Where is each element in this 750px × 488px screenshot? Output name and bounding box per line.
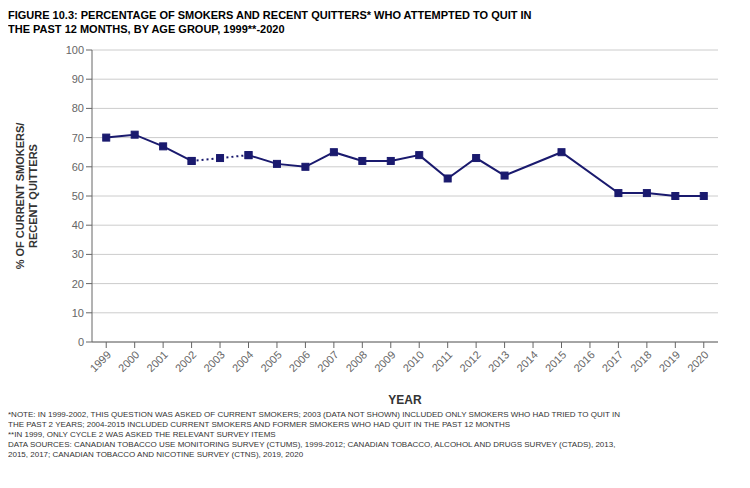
svg-text:2012: 2012 [457,348,483,374]
svg-text:80: 80 [72,102,84,114]
svg-text:2010: 2010 [400,348,426,374]
svg-text:2003: 2003 [201,348,227,374]
svg-text:2013: 2013 [486,348,512,374]
svg-text:70: 70 [72,132,84,144]
svg-text:2020: 2020 [685,348,711,374]
svg-text:2006: 2006 [287,348,313,374]
svg-text:20: 20 [72,278,84,290]
html-text:*NOTE: IN 1999-2002, THIS QUES: *NOTE: IN 1999-2002, THIS QUESTION WAS A… [8,410,620,419]
html-text:DATA SOURCES: CANADIAN TOBACCO: DATA SOURCES: CANADIAN TOBACCO USE MONIT… [8,440,616,449]
svg-text:50: 50 [72,190,84,202]
svg-text:2007: 2007 [315,348,341,374]
html-text:FIGURE 10.3: PERCENTAGE OF SMO: FIGURE 10.3: PERCENTAGE OF SMOKERS AND R… [8,9,532,21]
svg-text:2016: 2016 [571,348,597,374]
svg-text:2009: 2009 [372,348,398,374]
svg-text:0: 0 [78,336,84,348]
html-text:2015, 2017; CANADIAN TOBACCO A: 2015, 2017; CANADIAN TOBACCO AND NICOTIN… [8,450,304,459]
svg-text:30: 30 [72,248,84,260]
svg-text:60: 60 [72,161,84,173]
svg-text:2019: 2019 [656,348,682,374]
svg-text:2014: 2014 [514,348,540,374]
svg-text:2004: 2004 [230,348,256,374]
svg-text:2018: 2018 [628,348,654,374]
svg-text:2000: 2000 [116,348,142,374]
svg-text:2005: 2005 [258,348,284,374]
svg-text:10: 10 [72,307,84,319]
html-text:**IN 1999, ONLY CYCLE 2 WAS AS: **IN 1999, ONLY CYCLE 2 WAS ASKED THE RE… [8,430,276,439]
html-text:THE PAST 12 MONTHS, BY AGE GRO: THE PAST 12 MONTHS, BY AGE GROUP, 1999**… [8,23,285,35]
svg-text:2008: 2008 [343,348,369,374]
html-text:THE PAST 2 YEARS; 2004-2015 IN: THE PAST 2 YEARS; 2004-2015 INCLUDED CUR… [8,420,510,429]
svg-text:1999: 1999 [87,348,113,374]
svg-text:2017: 2017 [600,348,626,374]
svg-text:% OF CURRENT SMOKERS/RECENT QU: % OF CURRENT SMOKERS/RECENT QUITTERS [14,123,39,270]
svg-text:2001: 2001 [144,348,170,374]
svg-text:YEAR: YEAR [388,393,422,407]
svg-text:100: 100 [66,44,84,56]
svg-text:2002: 2002 [173,348,199,374]
svg-text:2011: 2011 [429,348,454,373]
svg-text:40: 40 [72,219,84,231]
svg-text:90: 90 [72,73,84,85]
svg-text:2015: 2015 [543,348,569,374]
